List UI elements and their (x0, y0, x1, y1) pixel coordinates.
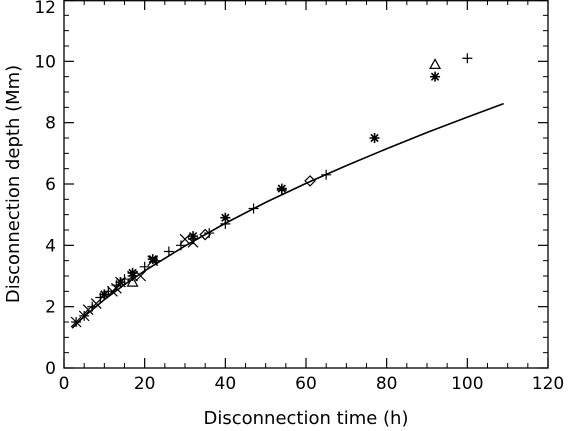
data-point-asterisk (276, 183, 287, 194)
y-axis-label: Disconnection depth (Mm) (3, 65, 24, 303)
data-point-cross (82, 304, 94, 316)
fit-line (71, 102, 504, 329)
data-point-asterisk (115, 277, 126, 288)
data-point-plus (163, 246, 174, 257)
data-marks (70, 53, 504, 329)
x-axis-label: Disconnection time (h) (204, 408, 409, 429)
y-tick-label: 10 (34, 52, 56, 72)
data-point-triangle (429, 58, 442, 69)
data-point-plus (462, 53, 473, 64)
data-point-asterisk (99, 289, 110, 300)
plot-area: 0 20 40 60 80 100 120 0 2 4 6 8 10 12 (34, 0, 564, 394)
data-point-asterisk (127, 267, 138, 278)
x-tick-label: 20 (134, 374, 156, 394)
y-tick-label: 12 (34, 0, 56, 18)
y-tick-label: 2 (45, 298, 56, 318)
data-point-asterisk (369, 133, 380, 143)
tick-labels: 0 20 40 60 80 100 120 0 2 4 6 8 10 12 (34, 0, 564, 394)
y-tick-label: 8 (45, 114, 56, 134)
axis-ticks (63, 0, 549, 369)
x-tick-label: 0 (59, 374, 70, 394)
data-point-cross (90, 298, 102, 310)
y-tick-label: 0 (45, 359, 56, 379)
data-point-asterisk (147, 254, 158, 265)
data-point-asterisk (188, 231, 199, 242)
y-tick-label: 6 (45, 175, 56, 195)
data-point-cross (70, 316, 82, 328)
data-point-asterisk (220, 212, 231, 223)
x-tick-label: 120 (532, 374, 564, 394)
x-tick-label: 80 (376, 374, 398, 394)
y-tick-label: 4 (45, 236, 56, 256)
x-tick-label: 60 (295, 374, 317, 394)
plot-frame (63, 0, 549, 369)
x-tick-label: 40 (215, 374, 237, 394)
x-tick-label: 100 (451, 374, 483, 394)
data-point-asterisk (430, 71, 441, 82)
